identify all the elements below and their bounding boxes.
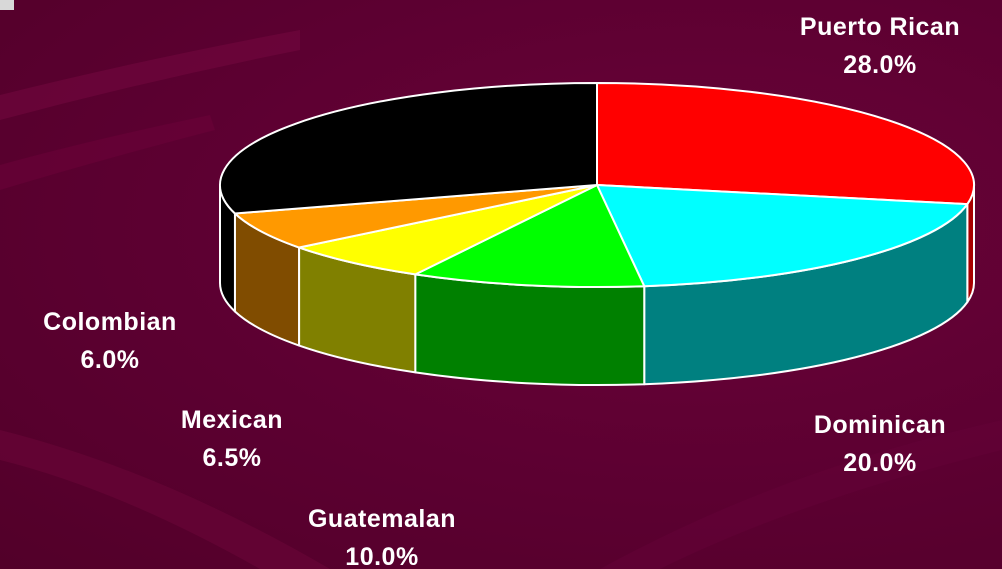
label-mexican: Mexican xyxy=(181,406,283,434)
pie-sides xyxy=(219,184,975,387)
pie-slice-guatemalan xyxy=(414,184,646,289)
label-colombian: Colombian xyxy=(43,308,177,336)
value-puerto-rican: 28.0% xyxy=(843,51,916,79)
label-dominican: Dominican xyxy=(814,411,946,439)
pie-side-guatemalan xyxy=(414,273,646,387)
label-puerto-rican: Puerto Rican xyxy=(800,13,960,41)
pie-slice-puerto-rican xyxy=(596,82,975,206)
value-guatemalan: 10.0% xyxy=(345,543,418,569)
pie-slice-dominican xyxy=(596,184,969,288)
pie-slice-other xyxy=(219,82,598,215)
value-colombian: 6.0% xyxy=(81,346,140,374)
value-dominican: 20.0% xyxy=(843,449,916,477)
label-guatemalan: Guatemalan xyxy=(308,505,456,533)
pie-tops xyxy=(219,82,975,289)
value-mexican: 6.5% xyxy=(203,444,262,472)
slice-labels: Puerto Rican 28.0% Dominican 20.0% Guatemala… xyxy=(43,13,960,569)
pie-slice-mexican xyxy=(298,184,598,276)
